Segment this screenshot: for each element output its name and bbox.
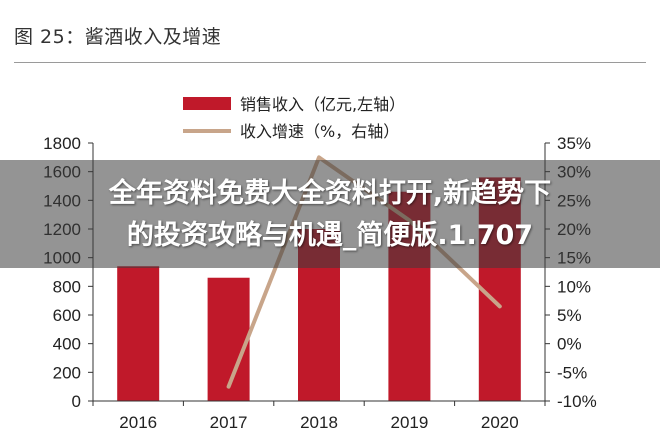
x-tick-label: 2019: [390, 413, 428, 432]
overlay-line-1: 全年资料免费大全资料打开,新趋势下: [108, 178, 552, 209]
left-tick-label: 0: [72, 392, 81, 411]
figure-title: 图 25：酱酒收入及增速: [14, 26, 222, 48]
overlay-line-2: 的投资攻略与机遇_简便版.1.707: [126, 220, 534, 251]
left-tick-label: 600: [53, 306, 81, 325]
bar-2017: [207, 277, 250, 401]
right-tick-label: -5%: [557, 363, 587, 382]
left-tick-label: 200: [53, 363, 81, 382]
left-tick-label: 400: [53, 335, 81, 354]
right-tick-label: -10%: [557, 392, 597, 411]
x-tick-label: 2017: [210, 413, 248, 432]
right-tick-label: 0%: [557, 335, 582, 354]
legend-bar-label: 销售收入（亿元,左轴）: [240, 95, 405, 114]
legend-bar-swatch: [183, 97, 231, 110]
x-tick-label: 2020: [481, 413, 519, 432]
right-tick-label: 35%: [557, 134, 591, 153]
left-tick-label: 800: [53, 277, 81, 296]
right-tick-label: 5%: [557, 306, 582, 325]
left-tick-label: 1800: [43, 134, 81, 153]
x-tick-label: 2016: [119, 413, 157, 432]
watermark-overlay-text: 全年资料免费大全资料打开,新趋势下 的投资攻略与机遇_简便版.1.707: [0, 173, 660, 257]
bar-2016: [117, 266, 160, 401]
legend-line-label: 收入增速（%，右轴）: [240, 122, 399, 141]
right-tick-label: 10%: [557, 277, 591, 296]
x-tick-label: 2018: [300, 413, 338, 432]
title-divider: [14, 62, 646, 63]
watermark-overlay-band: [0, 160, 660, 268]
